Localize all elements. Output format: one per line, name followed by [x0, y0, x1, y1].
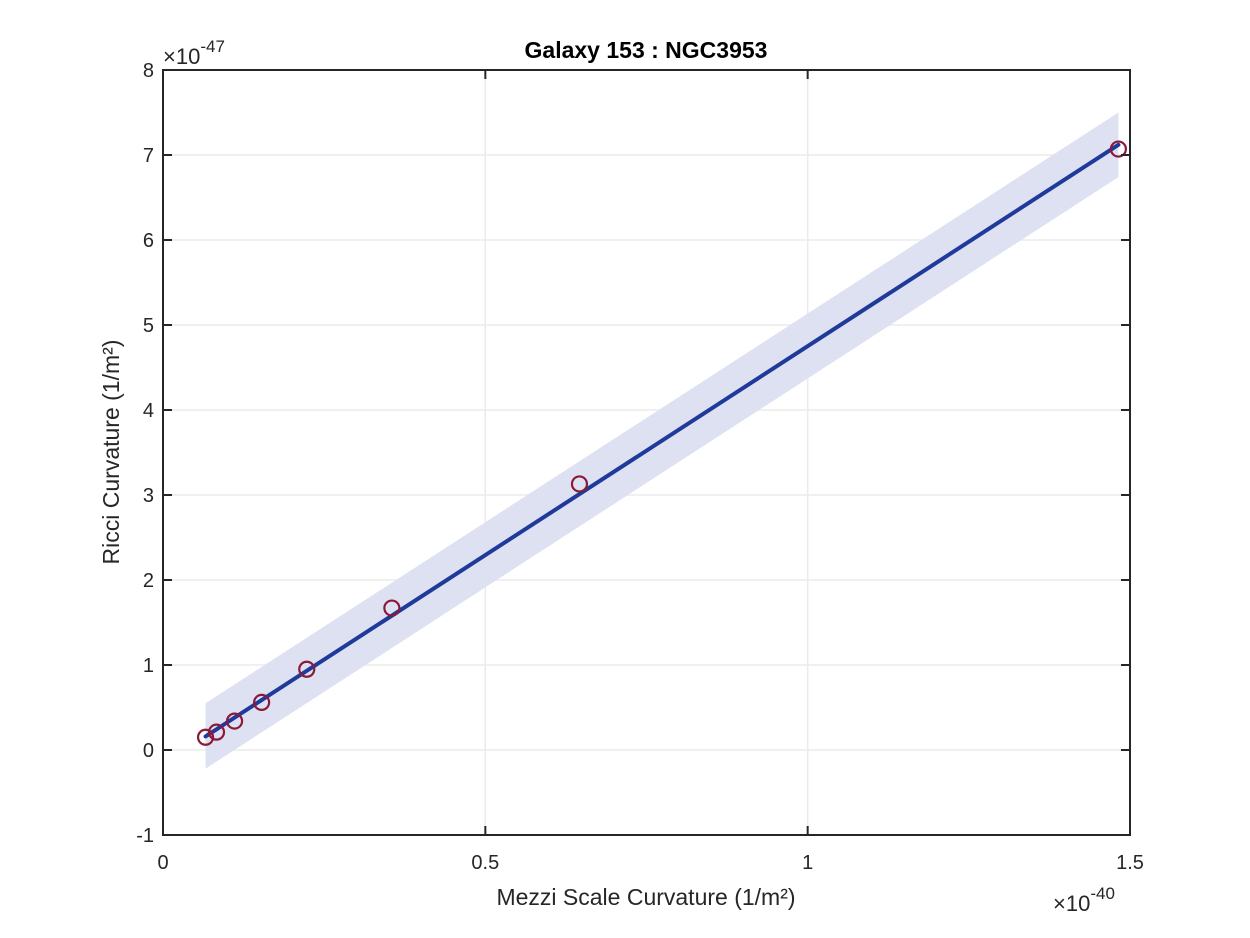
- x-multiplier-times: ×: [1053, 891, 1066, 916]
- data-point: [196, 728, 215, 746]
- x-multiplier-exponent: -40: [1090, 884, 1115, 903]
- data-point: [207, 723, 226, 741]
- y-multiplier-times: ×: [163, 44, 176, 69]
- y-tick-label: 7: [143, 145, 154, 167]
- y-tick-label: 6: [143, 230, 154, 252]
- fit-line: [203, 142, 1121, 739]
- y-axis-title: Ricci Curvature (1/m²): [98, 340, 124, 565]
- data-point: [225, 712, 244, 730]
- data-point: [253, 693, 271, 712]
- x-axis-multiplier: ×10-40: [1053, 884, 1115, 916]
- x-multiplier-base: 10: [1066, 891, 1090, 916]
- x-axis-title: Mezzi Scale Curvature (1/m²): [496, 884, 795, 910]
- data-point: [570, 475, 589, 493]
- y-axis-multiplier: ×10-47: [163, 37, 225, 69]
- y-tick-label: 0: [143, 740, 154, 762]
- grid: [163, 70, 1130, 835]
- data-point: [1109, 140, 1127, 158]
- data-points: [196, 140, 1127, 746]
- x-tick-label: 0.5: [471, 852, 499, 874]
- y-tick-label: 8: [143, 60, 154, 82]
- y-multiplier-exponent: -47: [200, 37, 225, 56]
- y-tick-label: -1: [136, 825, 154, 847]
- x-tick-label: 1: [802, 852, 813, 874]
- y-tick-label: 2: [143, 570, 154, 592]
- axes-box: [162, 69, 1131, 836]
- y-multiplier-base: 10: [176, 44, 200, 69]
- y-tick-label: 3: [143, 485, 154, 507]
- y-tick-label: 4: [143, 400, 154, 422]
- data-point: [383, 599, 401, 617]
- chart-title: Galaxy 153 : NGC3953: [525, 37, 768, 63]
- x-tick-label: 1.5: [1116, 852, 1144, 874]
- data-point: [298, 660, 316, 678]
- x-tick-label: 0: [157, 852, 168, 874]
- y-tick-label: 5: [143, 315, 154, 337]
- y-tick-label: 1: [143, 655, 154, 677]
